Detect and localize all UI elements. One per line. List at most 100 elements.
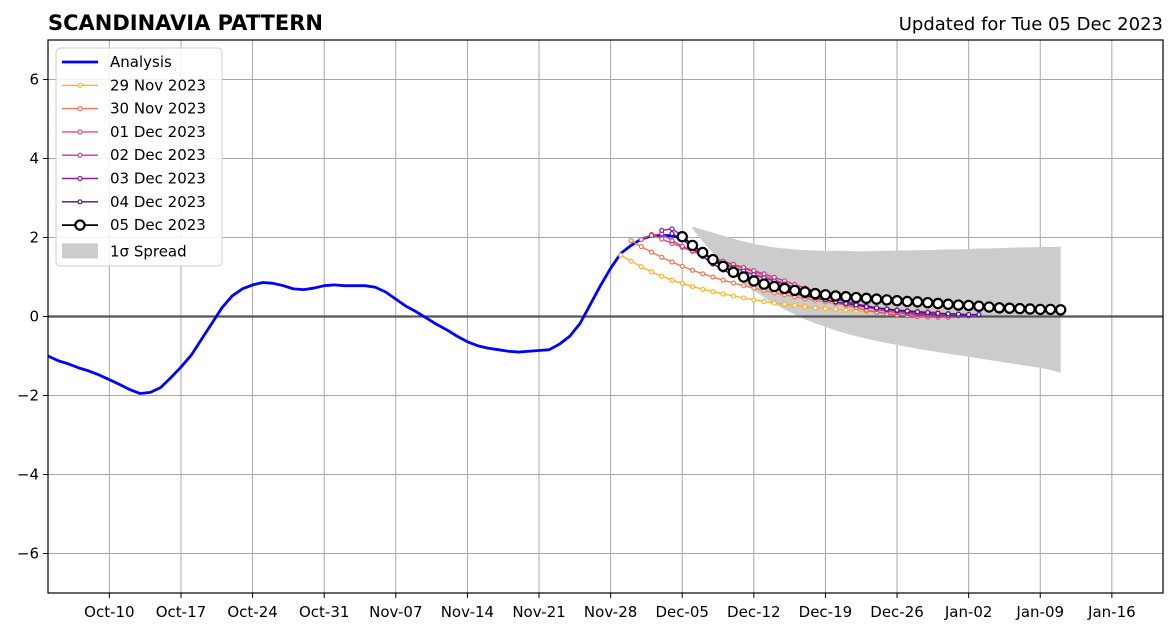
forecast-point	[659, 254, 665, 260]
x-tick-label: Nov-07	[369, 603, 422, 621]
forecast-point	[843, 307, 849, 313]
forecast-point	[802, 304, 808, 310]
y-tick-label: −6	[17, 545, 39, 563]
legend-label-forecast: 02 Dec 2023	[110, 146, 206, 164]
x-tick-label: Oct-24	[227, 603, 277, 621]
legend-label-forecast: 03 Dec 2023	[110, 170, 206, 188]
forecast-point	[659, 273, 665, 279]
x-axis: Oct-10 Oct-17 Oct-24 Oct-31 Nov-07 Nov-14 Nov-…	[84, 593, 1136, 621]
y-tick-label: −4	[17, 466, 39, 484]
current-point	[891, 295, 903, 307]
forecast-point	[894, 307, 900, 313]
x-tick-label: Dec-12	[727, 603, 781, 621]
forecast-point	[720, 291, 726, 297]
legend-label-forecast: 29 Nov 2023	[110, 76, 206, 94]
x-tick-label: Jan-02	[944, 603, 993, 621]
x-tick-label: Oct-31	[299, 603, 349, 621]
forecast-point	[679, 263, 685, 269]
current-point	[993, 302, 1006, 314]
y-tick-label: 4	[29, 150, 39, 168]
legend-marker-current	[74, 219, 86, 231]
forecast-point	[638, 236, 644, 243]
y-tick-label: 2	[29, 229, 39, 247]
forecast-point	[833, 306, 839, 312]
forecast-point	[618, 252, 624, 258]
legend-label-forecast: 04 Dec 2023	[110, 193, 206, 211]
current-point	[727, 266, 740, 278]
current-point	[973, 300, 985, 312]
forecast-point	[669, 259, 675, 265]
current-point	[1044, 303, 1057, 316]
current-point	[922, 296, 934, 309]
legend-label-forecast: 01 Dec 2023	[110, 123, 206, 141]
forecast-point	[730, 280, 736, 286]
series-layer	[47, 226, 1067, 395]
forecast-point	[863, 304, 869, 310]
x-tick-label: Jan-09	[1015, 603, 1064, 621]
current-point	[881, 294, 893, 306]
forecast-point	[638, 264, 644, 270]
y-tick-label: 0	[29, 308, 39, 326]
forecast-point	[628, 238, 634, 244]
current-point	[952, 299, 965, 311]
forecast-point	[648, 232, 655, 239]
x-tick-label: Dec-26	[870, 603, 924, 621]
forecast-point	[966, 311, 972, 318]
forecast-point	[914, 309, 921, 315]
x-tick-label: Nov-28	[584, 603, 637, 621]
current-point	[686, 239, 699, 252]
forecast-point	[751, 297, 757, 303]
forecast-point	[771, 300, 777, 306]
forecast-point	[884, 306, 890, 312]
forecast-point	[710, 274, 716, 280]
legend-marker-forecast	[77, 152, 83, 158]
current-point	[768, 280, 780, 293]
x-tick-label: Jan-16	[1087, 603, 1136, 621]
current-point	[840, 291, 852, 303]
forecast-point	[659, 227, 665, 233]
current-point	[789, 284, 801, 297]
current-point	[860, 292, 873, 305]
y-axis: −6 −4 −2 0 2 4 6	[17, 71, 48, 563]
legend-marker-forecast	[77, 105, 83, 112]
legend-marker-forecast	[77, 175, 83, 182]
current-point	[983, 301, 995, 313]
current-point	[758, 278, 770, 290]
forecast-point	[935, 310, 941, 316]
legend-marker-forecast	[77, 82, 83, 88]
current-point	[911, 296, 924, 308]
forecast-point	[853, 302, 859, 308]
forecast-point	[700, 271, 706, 277]
series-current	[676, 231, 1067, 316]
forecast-point	[669, 238, 675, 244]
forecast-point	[700, 286, 706, 292]
x-tick-label: Oct-17	[156, 603, 206, 621]
legend: Analysis 29 Nov 2023 30 Nov 2023 01 Dec 202…	[55, 47, 223, 267]
chart-title: SCANDINAVIA PATTERN	[48, 11, 323, 35]
x-tick-label: Dec-19	[799, 603, 853, 621]
forecast-point	[669, 230, 675, 237]
current-point	[1014, 302, 1026, 315]
current-point	[1034, 303, 1046, 316]
current-point	[962, 299, 975, 312]
forecast-point	[812, 305, 818, 311]
forecast-point	[710, 289, 716, 295]
current-point	[932, 297, 944, 310]
x-tick-label: Oct-10	[84, 603, 134, 621]
current-point	[819, 289, 832, 301]
forecast-point	[730, 293, 736, 299]
forecast-point	[740, 295, 747, 301]
current-point	[676, 231, 688, 243]
legend-box	[55, 47, 223, 267]
forecast-point	[628, 258, 634, 264]
forecast-point	[689, 267, 696, 273]
current-point	[696, 246, 709, 259]
forecast-point	[761, 298, 767, 305]
forecast-point	[781, 301, 788, 307]
current-point	[707, 253, 719, 266]
x-tick-label: Nov-14	[441, 603, 494, 621]
current-point	[850, 291, 862, 304]
legend-swatch-spread	[62, 243, 98, 259]
current-point	[778, 282, 791, 295]
current-point	[799, 286, 811, 298]
